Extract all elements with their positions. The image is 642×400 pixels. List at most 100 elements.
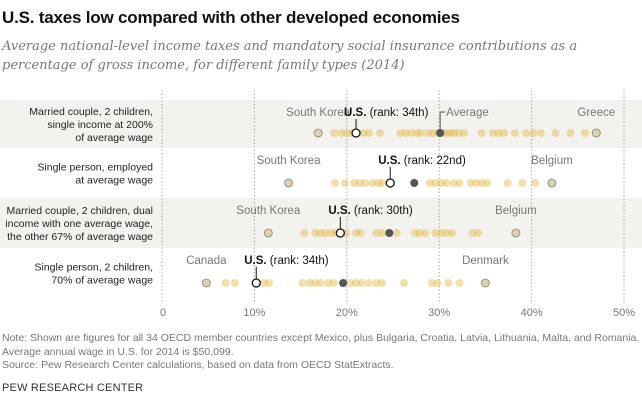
min-country-label: South Korea [236,205,301,217]
dot-row: South Korea Greece U.S. (rank: 34th) Averag… [286,107,615,138]
us-label-rank: (rank: 22nd) [401,155,466,167]
country-dot [357,279,366,287]
country-dot [356,229,365,237]
max-country-label: Belgium [531,155,573,167]
chart-note: Note: Shown are figures for all 34 OECD … [2,332,642,373]
country-dot [442,129,451,137]
dot-row: South Korea Belgium U.S. (rank: 30th) [236,205,537,238]
row-label-line: Married couple, 2 children, [29,106,153,118]
country-dot [474,229,483,237]
country-dot [400,279,409,287]
x-tick-label: 40% [521,307,543,319]
us-label: U.S. (rank: 30th) [328,205,413,217]
x-tick-label: 20% [336,307,358,319]
country-dot [377,279,386,287]
country-dot [298,279,307,287]
max-country-label: Belgium [495,205,537,217]
country-dot [415,229,424,237]
country-dot [392,229,401,237]
country-dot [448,229,457,237]
max-country-dot [511,228,521,238]
min-country-dot [263,228,273,238]
us-label-bold: U.S. [328,205,350,217]
country-dot [503,179,512,187]
us-label: U.S. (rank: 34th) [344,107,429,119]
country-dot [449,129,458,137]
country-dot [259,279,268,287]
row-label-line: 70% of average wage [51,275,153,287]
row-band [0,198,642,248]
us-label-bold: U.S. [244,255,266,267]
country-dot [433,279,442,287]
country-dot [455,179,464,187]
min-country-label: Canada [186,255,227,267]
x-axis-ticks: 0 10% 20% 30% 40% 50% [160,307,635,319]
average-dot [385,229,394,237]
row-label-line: income with one average wage, [5,218,153,230]
us-label-rank: (rank: 34th) [267,255,329,267]
x-tick-label: 0 [160,307,166,319]
max-country-dot [480,278,490,288]
note-text: Note: Shown are figures for all 34 OECD … [2,332,640,358]
country-dot [411,229,420,237]
row-label-line: of average wage [75,132,153,144]
country-dot [368,179,377,187]
country-dot [499,129,508,137]
country-dot [359,129,368,137]
us-dot [251,278,261,288]
row-label-line: the other 67% of average wage [7,231,153,243]
min-country-dot [284,178,293,188]
country-dot [529,129,538,137]
country-dot [437,229,446,237]
average-label: Average [446,107,489,119]
row-labels: Married couple, 2 children,single income… [5,106,153,287]
country-dot [329,129,338,137]
country-dot [510,129,519,137]
gridlines [161,90,625,304]
country-dot [483,179,492,187]
chart-title: U.S. taxes low compared with other devel… [2,8,460,27]
country-dot [449,179,458,187]
country-dot [522,129,531,137]
country-dot [431,179,440,187]
country-dot [531,179,540,187]
dot-row: South Korea Belgium U.S. (rank: 22nd) [257,155,573,188]
us-dot [335,228,345,238]
country-dot [342,129,351,137]
country-dot [413,129,422,137]
us-label-bold: U.S. [344,107,366,119]
country-dot [401,129,410,137]
country-dot [346,279,355,287]
country-dot [446,129,455,137]
dot-rows: South Korea Greece U.S. (rank: 34th) Averag… [186,107,615,288]
country-dot [265,279,274,287]
country-dot [364,129,373,137]
source-text: Source: Pew Research Center calculations… [2,359,394,371]
country-dot [477,179,486,187]
max-country-dot [591,128,601,138]
brand-logo-text: PEW RESEARCH CENTER [2,382,144,394]
country-dot [396,129,405,137]
country-dot [376,129,385,137]
country-dot [431,229,440,237]
country-dot [316,229,325,237]
country-dot [324,279,333,287]
country-dot [407,129,416,137]
country-dot [424,129,433,137]
country-dot [421,229,430,237]
country-dot [361,179,370,187]
us-label: U.S. (rank: 34th) [244,255,329,267]
country-dot [300,229,309,237]
country-dot [355,179,364,187]
country-dot [330,179,339,187]
country-dot [327,229,336,237]
country-dot [372,229,381,237]
country-dot [350,179,359,187]
average-dot [436,129,445,137]
country-dot [442,179,451,187]
us-dot [351,128,361,138]
dot-plot: Married couple, 2 children,single income… [0,90,642,319]
country-dot [518,179,527,187]
min-country-label: South Korea [286,107,351,119]
average-dot [339,279,348,287]
